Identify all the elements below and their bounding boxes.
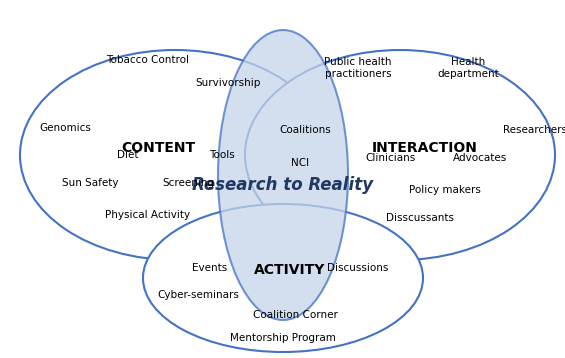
Text: Cyber-seminars: Cyber-seminars xyxy=(157,290,239,300)
Ellipse shape xyxy=(143,204,423,352)
Text: Public health
practitioners: Public health practitioners xyxy=(324,57,392,79)
Text: Events: Events xyxy=(192,263,228,273)
Text: Coalition Corner: Coalition Corner xyxy=(253,310,337,320)
Ellipse shape xyxy=(218,30,348,320)
Text: Disscussants: Disscussants xyxy=(386,213,454,223)
Text: Advocates: Advocates xyxy=(453,153,507,163)
Text: Sun Safety: Sun Safety xyxy=(62,178,118,188)
Text: Genomics: Genomics xyxy=(39,123,91,133)
Ellipse shape xyxy=(245,50,555,260)
Text: Screening: Screening xyxy=(162,178,214,188)
Text: Physical Activity: Physical Activity xyxy=(106,210,190,220)
Text: Tobacco Control: Tobacco Control xyxy=(106,55,189,65)
Text: Researchers: Researchers xyxy=(503,125,565,135)
Text: NCI: NCI xyxy=(291,158,309,168)
Text: CONTENT: CONTENT xyxy=(121,141,195,155)
Text: Health
department: Health department xyxy=(437,57,499,79)
Text: Diet: Diet xyxy=(118,150,139,160)
Text: Survivorship: Survivorship xyxy=(195,78,260,88)
Text: Discussions: Discussions xyxy=(327,263,389,273)
Text: Tools: Tools xyxy=(209,150,235,160)
Text: INTERACTION: INTERACTION xyxy=(372,141,478,155)
Text: Research to Reality: Research to Reality xyxy=(193,176,373,194)
Ellipse shape xyxy=(20,50,330,260)
Text: ACTIVITY: ACTIVITY xyxy=(254,263,325,277)
Text: Mentorship Program: Mentorship Program xyxy=(230,333,336,343)
Text: Clinicians: Clinicians xyxy=(365,153,415,163)
Text: Policy makers: Policy makers xyxy=(409,185,481,195)
Text: Coalitions: Coalitions xyxy=(279,125,331,135)
